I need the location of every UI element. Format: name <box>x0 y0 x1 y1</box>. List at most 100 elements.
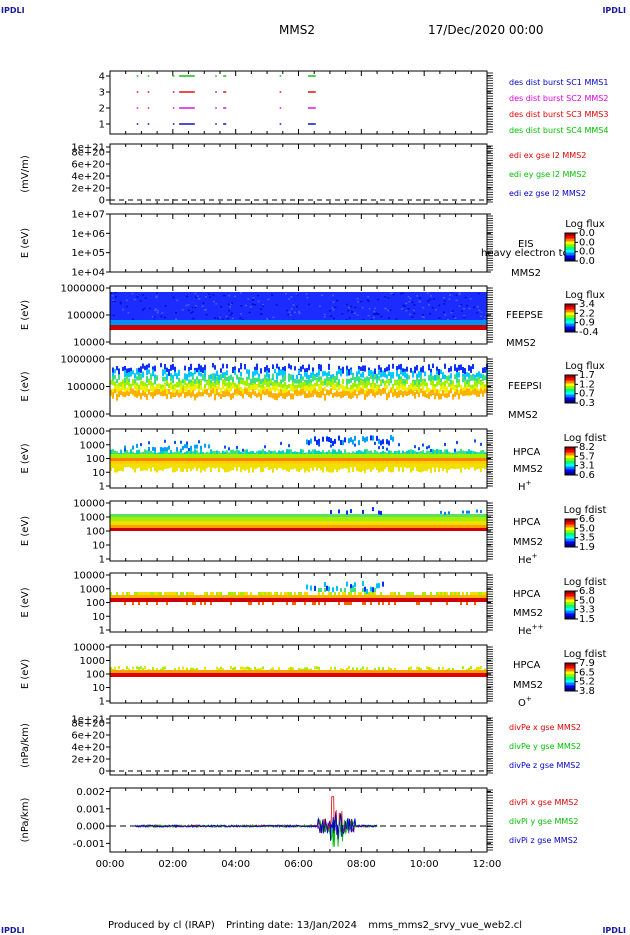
spectro-cell <box>352 528 354 531</box>
spectro-cell <box>474 388 476 395</box>
spectro-cell <box>434 464 436 472</box>
spectro-cell <box>442 517 444 521</box>
spectro-cell <box>142 454 144 458</box>
spectro-cell <box>414 461 416 464</box>
spectro-cell <box>318 602 320 605</box>
spectro-cell <box>444 598 446 602</box>
spectro-cell <box>350 464 352 467</box>
spectro-cell <box>390 595 392 598</box>
spectro-cell <box>204 673 206 677</box>
spectro-cell <box>296 293 298 295</box>
spectro-cell <box>318 439 320 444</box>
spectro-cell <box>154 528 156 531</box>
spectro-cell <box>224 521 226 525</box>
spectro-cell <box>156 521 158 525</box>
spectro-cell <box>428 375 430 381</box>
spectro-cell <box>234 592 236 595</box>
spectro-cell <box>370 602 372 605</box>
spectro-cell <box>132 454 134 458</box>
spectro-cell <box>378 583 380 588</box>
spectro-cell <box>402 293 404 295</box>
spectro-cell <box>456 389 458 395</box>
spectro-cell <box>384 514 386 517</box>
spectro-cell <box>182 309 184 311</box>
spectro-cell <box>162 598 164 602</box>
spectro-cell <box>280 464 282 468</box>
spectro-cell <box>140 393 142 400</box>
spectro-cell <box>466 380 468 385</box>
spectro-cell <box>170 376 172 380</box>
spectro-cell <box>280 595 282 598</box>
spectro-cell <box>294 598 296 602</box>
spectro-cell <box>254 514 256 517</box>
spectro-cell <box>352 517 354 521</box>
spectro-cell <box>190 670 192 673</box>
spectro-cell <box>282 595 284 598</box>
spectro-cell <box>356 464 358 471</box>
spectro-cell <box>192 592 194 595</box>
spectro-cell <box>466 514 468 517</box>
spectro-cell <box>178 667 180 670</box>
spectro-cell <box>422 461 424 464</box>
spectro-cell <box>242 673 244 677</box>
spectro-cell <box>144 521 146 525</box>
spectro-cell <box>388 525 390 528</box>
spectro-cell <box>204 598 206 602</box>
spectro-cell <box>180 392 182 396</box>
spectro-cell <box>258 602 260 605</box>
spectro-cell <box>218 528 220 531</box>
y-tick-label: 6e+20 <box>71 731 105 742</box>
spectro-cell <box>320 595 322 598</box>
spectro-cell <box>388 521 390 525</box>
spectro-cell <box>322 461 324 464</box>
spectro-cell <box>332 598 334 602</box>
spectro-cell <box>438 379 440 385</box>
spectro-cell <box>180 670 182 673</box>
spectro-cell <box>430 528 432 531</box>
spectro-cell <box>374 595 376 598</box>
spectro-cell <box>388 392 390 398</box>
spectro-cell <box>162 521 164 525</box>
spectro-cell <box>324 521 326 525</box>
spectro-cell <box>334 595 336 598</box>
spectro-cell <box>424 458 426 461</box>
spectro-cell <box>202 517 204 521</box>
spectro-cell <box>254 461 256 464</box>
spectro-cell <box>242 380 244 385</box>
spectro-cell <box>452 598 454 602</box>
spectro-cell <box>188 371 190 378</box>
spectro-cell <box>274 592 276 595</box>
spectro-cell <box>114 670 116 673</box>
spectro-cell <box>392 521 394 525</box>
spectro-cell <box>442 385 444 389</box>
spectro-cell <box>358 598 360 602</box>
spectro-cell <box>216 517 218 521</box>
spectro-cell <box>430 372 432 376</box>
spectro-cell <box>350 598 352 602</box>
spectro-cell <box>130 384 132 389</box>
spectro-cell <box>288 595 290 598</box>
spectro-cell <box>472 375 474 380</box>
spectro-cell <box>118 464 120 471</box>
spectro-cell <box>152 528 154 531</box>
spectro-cell <box>137 296 139 298</box>
spectro-cell <box>352 461 354 464</box>
spectro-cell <box>324 598 326 602</box>
spectro-cell <box>122 514 124 517</box>
spectro-cell <box>210 454 212 458</box>
spectro-cell <box>250 464 252 468</box>
spectro-cell <box>260 379 262 384</box>
spectro-cell <box>368 454 370 458</box>
spectro-cell <box>328 464 330 472</box>
spectro-cell <box>340 392 342 399</box>
spectro-cell <box>210 670 212 673</box>
spectro-cell <box>410 592 412 595</box>
spectro-cell <box>406 521 408 525</box>
spectro-cell <box>157 310 159 312</box>
spectro-cell <box>256 385 258 390</box>
spectro-cell <box>366 528 368 531</box>
spectro-cell <box>394 521 396 525</box>
spectro-cell <box>142 294 144 296</box>
spectro-cell <box>324 525 326 528</box>
spectro-cell <box>446 386 448 392</box>
